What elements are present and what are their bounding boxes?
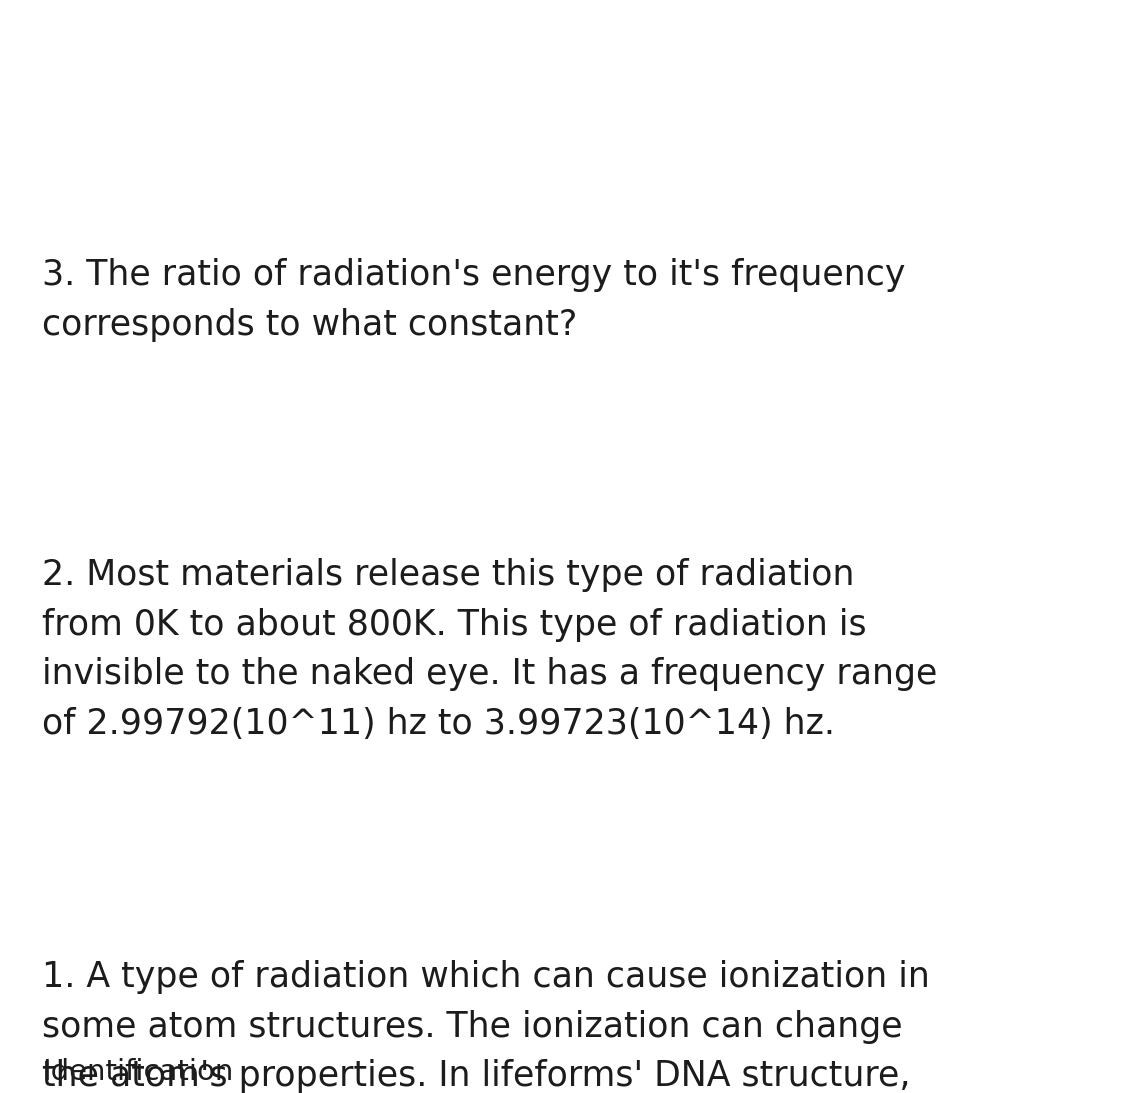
Text: Identification: Identification <box>42 1058 233 1086</box>
Text: 2. Most materials release this type of radiation
from 0K to about 800K. This typ: 2. Most materials release this type of r… <box>42 559 937 741</box>
Text: 1. A type of radiation which can cause ionization in
some atom structures. The i: 1. A type of radiation which can cause i… <box>42 960 930 1093</box>
Text: 3. The ratio of radiation's energy to it's frequency
corresponds to what constan: 3. The ratio of radiation's energy to it… <box>42 258 906 342</box>
